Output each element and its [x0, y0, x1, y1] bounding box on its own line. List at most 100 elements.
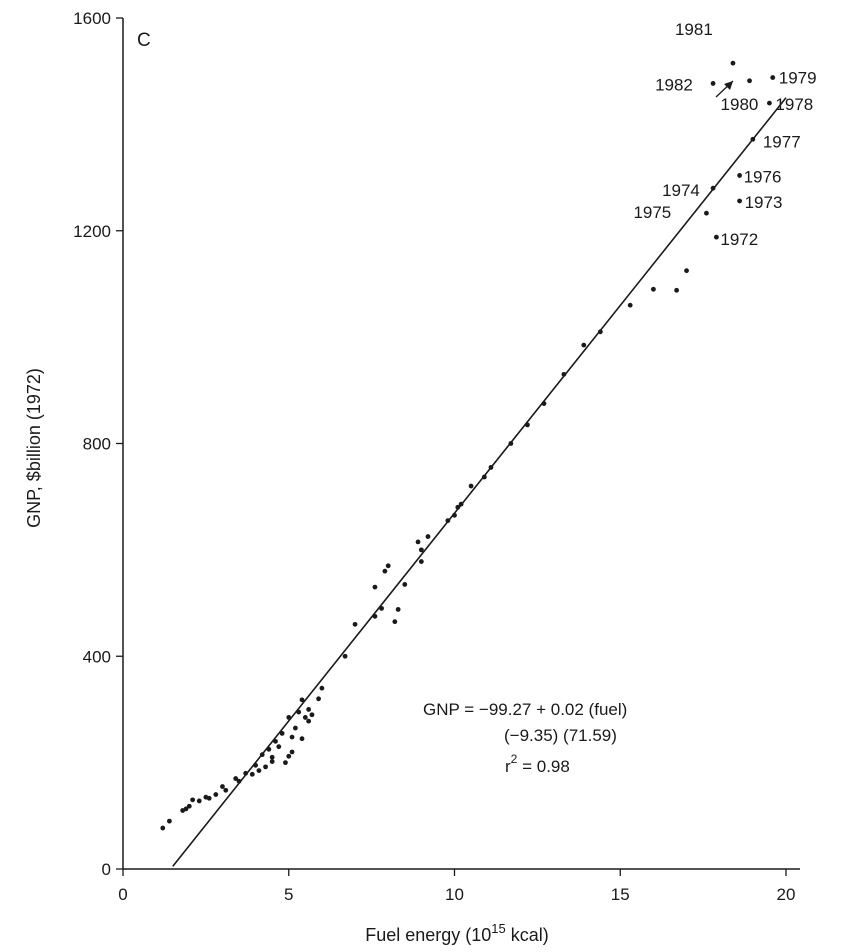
annotated-point	[737, 173, 742, 178]
data-point	[508, 441, 514, 446]
data-point	[458, 501, 464, 507]
data-point	[342, 653, 348, 659]
data-point	[445, 518, 451, 524]
data-point	[283, 760, 288, 766]
year-label: 1980	[721, 95, 759, 114]
data-point	[561, 371, 567, 377]
data-point	[306, 707, 312, 712]
y-tick-label: 400	[83, 647, 111, 666]
y-axis-label: GNP, $billion (1972)	[24, 368, 44, 528]
data-point	[253, 762, 258, 768]
data-point	[395, 607, 401, 612]
data-point	[525, 422, 530, 428]
year-label: 1981	[675, 20, 713, 39]
annotated-point	[750, 136, 756, 142]
annotated-point	[710, 185, 716, 191]
data-point	[269, 759, 275, 764]
data-point	[236, 778, 242, 784]
data-point	[299, 697, 305, 703]
x-tick-label: 0	[118, 885, 127, 904]
data-point	[167, 818, 172, 824]
annotated-point	[767, 100, 772, 106]
data-point	[309, 712, 315, 718]
data-point	[379, 605, 384, 611]
data-points	[160, 268, 689, 831]
regression-equation: GNP = −99.27 + 0.02 (fuel) (−9.35) (71.5…	[423, 700, 627, 776]
data-point	[452, 512, 457, 518]
annotated-point	[710, 81, 716, 86]
equation-line-2: (−9.35) (71.59)	[504, 726, 617, 745]
y-tick-label: 1600	[73, 9, 111, 28]
y-tick-label: 0	[102, 860, 111, 879]
year-label: 1982	[655, 75, 693, 94]
data-point	[190, 797, 196, 803]
annotated-point	[737, 198, 742, 204]
data-point	[306, 718, 312, 724]
x-tick-label: 20	[777, 885, 796, 904]
data-point	[581, 342, 587, 348]
data-point	[627, 302, 633, 308]
data-point	[160, 825, 166, 831]
data-point	[316, 696, 321, 702]
y-tick-label: 800	[83, 435, 111, 454]
data-point	[299, 736, 305, 742]
data-point	[651, 286, 656, 292]
equation-line-3: r2 = 0.98	[505, 752, 570, 776]
data-point	[481, 474, 487, 480]
data-point	[213, 792, 219, 797]
year-label: 1972	[720, 230, 758, 249]
annotated-point	[770, 75, 776, 80]
axes	[122, 18, 800, 870]
data-point	[597, 329, 603, 335]
annotated-points: 1981 1982 1980 1979 1978 1977 1974 1976 1975 1973…	[633, 20, 816, 249]
data-point	[352, 621, 358, 627]
annotated-point	[730, 60, 736, 66]
year-label: 1977	[763, 132, 801, 151]
data-point	[296, 709, 302, 715]
x-tick-label: 5	[284, 885, 293, 904]
data-point	[256, 768, 262, 774]
data-point	[263, 764, 268, 770]
year-label: 1978	[775, 95, 813, 114]
annotated-point	[713, 234, 719, 240]
data-point	[233, 776, 239, 781]
data-point	[674, 287, 680, 293]
year-label: 1976	[744, 167, 782, 186]
year-label: 1975	[633, 203, 671, 222]
data-point	[276, 744, 282, 750]
annotated-point	[747, 78, 752, 84]
data-point	[223, 787, 229, 793]
data-point	[292, 725, 298, 731]
data-point	[220, 784, 225, 789]
arrowhead-1980	[724, 81, 733, 90]
data-point	[196, 798, 202, 804]
data-point	[455, 504, 461, 510]
data-point	[286, 715, 292, 720]
data-point	[289, 749, 295, 755]
data-point	[286, 753, 292, 759]
data-point	[206, 795, 212, 801]
data-point	[385, 563, 391, 569]
data-point	[249, 771, 255, 777]
x-tick-label: 10	[445, 885, 464, 904]
data-point	[259, 752, 265, 758]
year-label: 1979	[779, 69, 817, 88]
data-point	[269, 754, 275, 760]
data-point	[372, 584, 378, 590]
panel-label: C	[137, 30, 151, 51]
data-point	[183, 806, 189, 812]
y-tick-label: 1200	[73, 222, 111, 241]
x-tick-label: 15	[611, 885, 630, 904]
data-point	[319, 685, 325, 691]
data-point	[289, 734, 295, 740]
regression-line	[172, 97, 787, 867]
data-point	[302, 715, 308, 720]
data-point	[418, 559, 424, 564]
data-point	[392, 619, 398, 625]
ticks: 0 5 10 15 20 0 400 800 1200 1600	[73, 9, 795, 904]
data-point	[418, 547, 424, 553]
data-point	[372, 613, 378, 619]
x-axis-label: Fuel energy (1015 kcal)	[365, 921, 549, 945]
